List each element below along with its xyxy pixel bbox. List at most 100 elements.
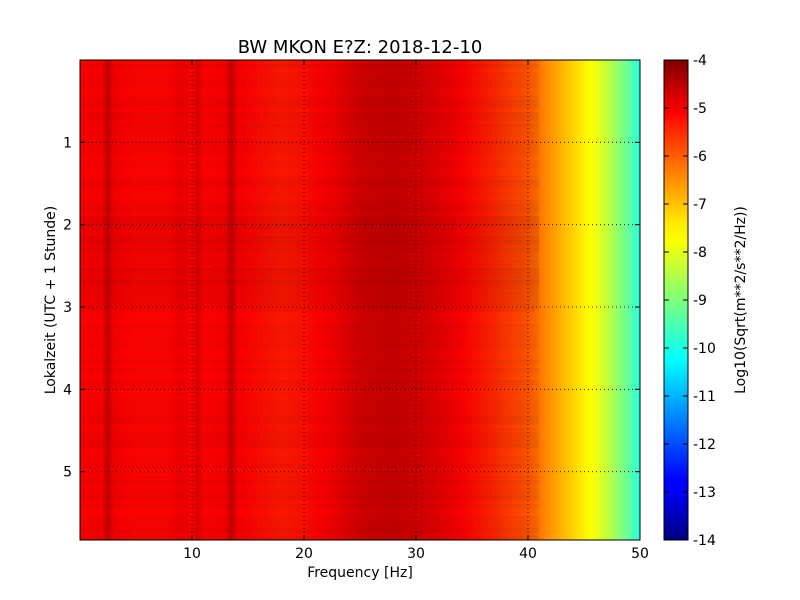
heatmap-column	[218, 60, 222, 540]
heatmap-column	[534, 60, 538, 540]
heatmap-column	[268, 60, 271, 540]
heatmap-column	[315, 60, 319, 540]
heatmap-column	[351, 60, 354, 540]
heatmap-row	[80, 200, 540, 205]
heatmap-column	[568, 60, 572, 540]
heatmap-row	[80, 344, 540, 349]
heatmap-column	[178, 60, 182, 540]
heatmap-column	[442, 60, 446, 540]
x-axis-ticks: 10 20 30 40 50	[183, 60, 649, 562]
heatmap-column	[467, 60, 471, 540]
heatmap-column	[333, 60, 336, 540]
heatmap-column	[328, 60, 332, 540]
heatmap-column	[270, 60, 274, 540]
heatmap-row	[80, 184, 540, 189]
heatmap-row	[80, 528, 540, 533]
heatmap-column	[250, 60, 254, 540]
heatmap-column	[478, 60, 482, 540]
heatmap-row	[80, 332, 540, 337]
heatmap-column	[438, 60, 442, 540]
heatmap-column	[420, 60, 424, 540]
heatmap-column	[402, 60, 406, 540]
heatmap-row	[80, 328, 540, 333]
heatmap-column	[115, 60, 119, 540]
heatmap-column	[216, 60, 220, 540]
colorbar-tick-label: -6	[693, 149, 707, 165]
heatmap-column	[514, 60, 518, 540]
colorbar-tick-label: -9	[693, 293, 707, 309]
heatmap-column	[398, 60, 401, 540]
heatmap-row	[80, 240, 540, 245]
heatmap-row	[80, 208, 540, 213]
heatmap-column	[489, 60, 493, 540]
heatmap-row	[80, 104, 540, 109]
heatmap-column	[355, 60, 359, 540]
heatmap-column	[265, 60, 269, 540]
heatmap-column	[153, 60, 157, 540]
heatmap-column	[118, 60, 121, 540]
heatmap-column	[104, 60, 108, 540]
heatmap-row	[80, 260, 540, 265]
heatmap-column	[577, 60, 581, 540]
heatmap-row	[80, 524, 540, 529]
heatmap-column	[519, 60, 522, 540]
heatmap-column	[113, 60, 117, 540]
heatmap-row	[80, 244, 540, 249]
heatmap-row	[80, 236, 540, 241]
heatmap-column	[88, 60, 92, 540]
heatmap-row	[80, 232, 540, 237]
heatmap-column	[391, 60, 395, 540]
heatmap-column	[498, 60, 502, 540]
heatmap-row	[80, 440, 540, 445]
heatmap-column	[194, 60, 198, 540]
heatmap-column	[588, 60, 592, 540]
heatmap-column	[304, 60, 307, 540]
heatmap-column	[530, 60, 534, 540]
heatmap-row	[80, 140, 540, 145]
heatmap-row	[80, 460, 540, 465]
heatmap-row	[80, 220, 540, 225]
x-tick-label: 30	[407, 546, 425, 562]
heatmap-column	[433, 60, 437, 540]
heatmap-column	[342, 60, 345, 540]
heatmap-row	[80, 72, 540, 77]
colorbar-ticks: -4 -5 -6 -7 -8 -9 -10 -11 -12 -13 -14	[664, 53, 716, 549]
heatmap-column	[97, 60, 101, 540]
heatmap-column	[472, 60, 475, 540]
heatmap-column	[198, 60, 202, 540]
heatmap-column	[124, 60, 128, 540]
heatmap-column	[225, 60, 229, 540]
heatmap-column	[241, 60, 245, 540]
heatmap-column	[209, 60, 213, 540]
heatmap-column	[436, 60, 439, 540]
heatmap-column	[456, 60, 460, 540]
heatmap-columns	[80, 60, 640, 540]
heatmap-column	[185, 60, 189, 540]
heatmap-column	[156, 60, 159, 540]
colorbar-tick-label: -12	[693, 437, 716, 453]
heatmap-row	[80, 340, 540, 345]
heatmap-column	[109, 60, 112, 540]
heatmap-column	[321, 60, 325, 540]
heatmap-row	[80, 380, 540, 385]
heatmap-row	[80, 284, 540, 289]
heatmap-column	[599, 60, 603, 540]
heatmap-row	[80, 212, 540, 217]
heatmap-row	[80, 496, 540, 501]
heatmap-column	[451, 60, 455, 540]
heatmap-column	[503, 60, 507, 540]
heatmap-column	[622, 60, 625, 540]
heatmap-column	[389, 60, 392, 540]
heatmap-row	[80, 432, 540, 437]
heatmap-column	[581, 60, 585, 540]
heatmap-column	[232, 60, 236, 540]
heatmap-column	[566, 60, 569, 540]
heatmap-column	[162, 60, 166, 540]
heatmap-column	[230, 60, 233, 540]
heatmap-column	[476, 60, 480, 540]
heatmap-column	[169, 60, 173, 540]
heatmap-row	[80, 512, 539, 516]
heatmap-column	[292, 60, 296, 540]
heatmap-row	[80, 176, 540, 181]
